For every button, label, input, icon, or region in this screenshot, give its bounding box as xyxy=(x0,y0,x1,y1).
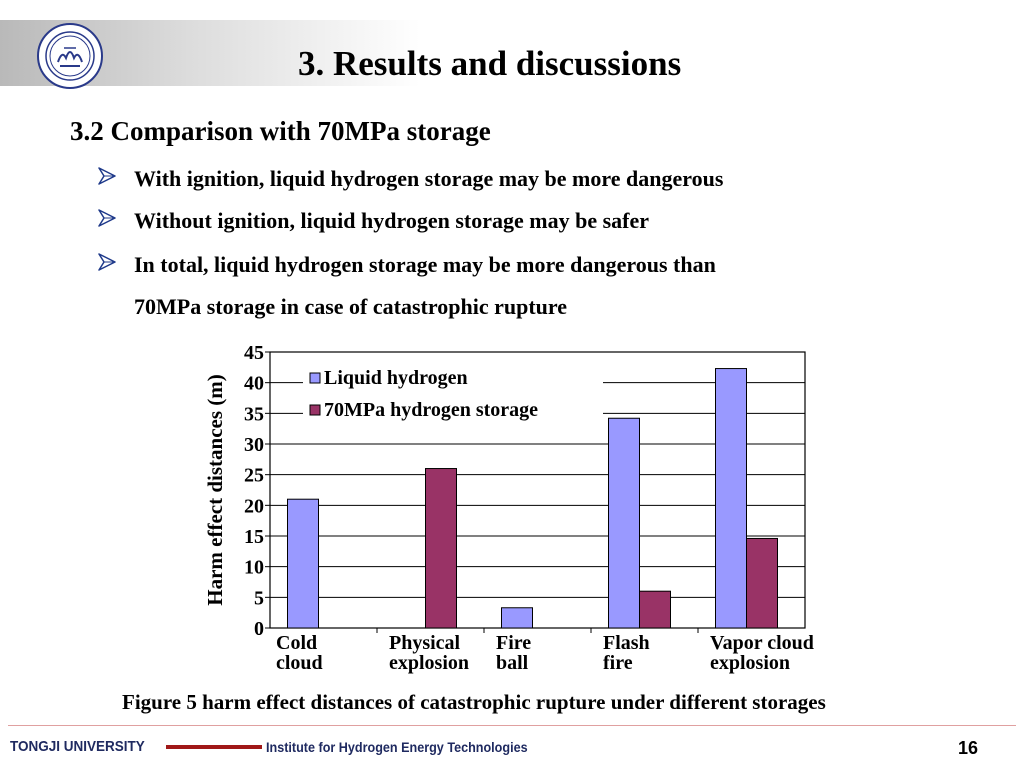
slide-title: 3. Results and discussions xyxy=(298,44,682,83)
bullet-text: Without ignition, liquid hydrogen storag… xyxy=(134,208,650,233)
tongji-university-logo xyxy=(37,23,103,89)
legend-swatch xyxy=(309,404,321,416)
y-tick-label: 45 xyxy=(244,342,264,364)
y-tick-label: 20 xyxy=(244,495,264,517)
page-number: 16 xyxy=(958,738,979,758)
bar-70mpa-storage xyxy=(639,590,671,629)
x-tick-label: cloud xyxy=(276,652,323,674)
y-tick-label: 15 xyxy=(244,526,264,548)
bar-70mpa-storage xyxy=(425,468,457,629)
figure-caption: Figure 5 harm effect distances of catast… xyxy=(122,690,826,714)
y-tick-label: 35 xyxy=(244,403,264,425)
footer-university: TONGJI UNIVERSITY xyxy=(10,738,145,755)
footer-accent-line xyxy=(166,745,262,749)
bar-liquid-hydrogen xyxy=(608,417,640,629)
x-tick-label: Physical xyxy=(389,632,461,654)
legend-label: 70MPa hydrogen storage xyxy=(324,399,538,421)
y-tick-label: 25 xyxy=(244,465,264,487)
plot-frame xyxy=(269,351,806,629)
x-tick-label: fire xyxy=(603,652,633,674)
footer-divider xyxy=(8,725,1016,726)
arrow-bullet-icon xyxy=(98,167,116,185)
bullet-continuation: 70MPa storage in case of catastrophic ru… xyxy=(134,294,568,319)
footer-institute: Institute for Hydrogen Energy Technologi… xyxy=(266,739,528,755)
bullet-text: In total, liquid hydrogen storage may be… xyxy=(134,252,716,277)
y-tick-label: 5 xyxy=(254,587,264,609)
y-tick-label: 30 xyxy=(244,434,264,456)
x-tick-label: Cold xyxy=(276,632,317,654)
y-tick-label: 0 xyxy=(254,618,264,640)
x-tick-label: Fire xyxy=(496,632,531,654)
legend-label: Liquid hydrogen xyxy=(324,367,468,389)
bar-liquid-hydrogen xyxy=(501,607,533,629)
arrow-bullet-icon xyxy=(98,253,116,271)
legend-box xyxy=(303,362,603,424)
section-heading: 3.2 Comparison with 70MPa storage xyxy=(70,116,491,146)
x-tick-label: explosion xyxy=(710,652,790,674)
legend-swatch xyxy=(309,372,321,384)
bar-liquid-hydrogen xyxy=(715,368,747,629)
y-axis-label: Harm effect distances (m) xyxy=(203,374,227,606)
x-tick-label: explosion xyxy=(389,652,469,674)
arrow-bullet-icon xyxy=(98,209,116,227)
harm-distance-bar-chart: 051015202530354045ColdcloudPhysicalexplo… xyxy=(203,342,814,674)
y-tick-label: 10 xyxy=(244,557,264,579)
x-tick-label: ball xyxy=(496,652,529,674)
bar-liquid-hydrogen xyxy=(287,498,319,629)
bullet-text: With ignition, liquid hydrogen storage m… xyxy=(134,166,724,191)
x-tick-label: Vapor cloud xyxy=(710,632,814,654)
x-tick-label: Flash xyxy=(603,632,650,654)
bar-70mpa-storage xyxy=(746,537,778,629)
y-tick-label: 40 xyxy=(244,373,264,395)
